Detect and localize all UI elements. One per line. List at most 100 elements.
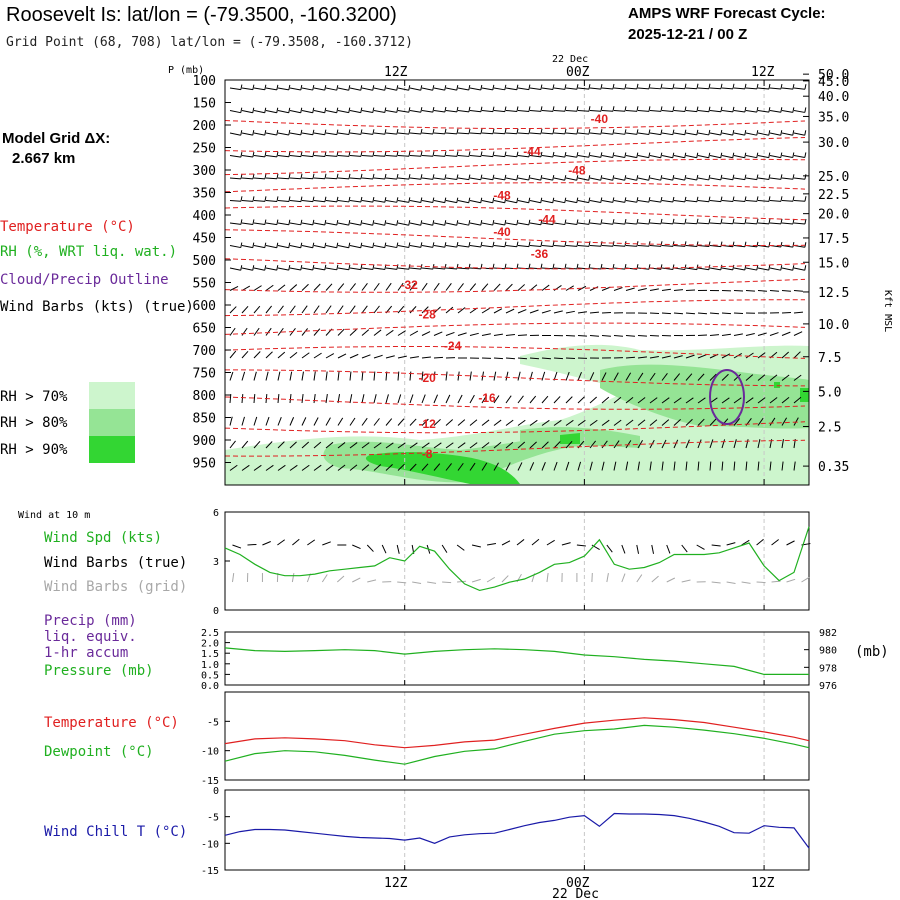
wind-barb-flag — [528, 197, 531, 203]
wind-barb — [517, 284, 525, 291]
wind-barb — [637, 200, 649, 203]
wind-barb — [769, 374, 778, 381]
wind-barb — [241, 267, 253, 271]
wind-barb-flag — [564, 152, 567, 158]
wind-barb-grid — [336, 575, 345, 583]
wind-barb — [625, 372, 632, 381]
wind-barb-flag — [516, 174, 519, 181]
wind-barb — [505, 87, 517, 91]
wind-barb — [685, 222, 698, 225]
wind-barb — [685, 312, 696, 315]
wind-barb — [517, 245, 529, 248]
wind-barb — [589, 200, 601, 203]
wind-barb — [361, 87, 373, 91]
legend-precip-accum: 1-hr accum — [44, 645, 128, 661]
wind-barb-grid — [636, 574, 643, 583]
wind-barb — [445, 177, 457, 181]
wind-barb-flag — [288, 173, 291, 179]
wind-barb — [409, 200, 421, 203]
wind-barb-flag — [312, 173, 315, 179]
wind-barb — [589, 372, 595, 381]
wind-barb-flag — [612, 129, 615, 135]
wind-barb — [397, 155, 410, 157]
wind-barb — [289, 284, 298, 291]
wind-barb-flag — [480, 151, 483, 157]
wind-barb — [781, 331, 791, 336]
wind-barb — [541, 222, 553, 226]
wind-barb-flag — [804, 242, 807, 248]
wind-barb — [313, 394, 316, 404]
wind-barb — [397, 394, 402, 404]
wind-barb — [481, 419, 490, 426]
wind-barb-true — [277, 539, 285, 546]
wind-barb — [337, 267, 349, 271]
wind-barb — [409, 442, 418, 449]
wind-barb-flag — [408, 220, 411, 226]
wind-barb — [457, 307, 466, 314]
wind-barb — [661, 155, 673, 159]
wind-barb-flag — [288, 265, 291, 271]
wind-barb-flag — [396, 85, 399, 91]
wind-barb — [325, 267, 337, 271]
wind-barb — [241, 245, 253, 249]
wind-barb — [337, 222, 349, 226]
wind-barb-flag — [744, 106, 747, 113]
wind-barb-flag — [444, 106, 447, 113]
wind-barb — [793, 374, 802, 381]
wind-barb-grid — [726, 581, 736, 585]
wind-barb — [229, 416, 233, 426]
temperature-contour-label: -36 — [531, 247, 549, 261]
wind-barb-flag — [348, 173, 351, 179]
wind-barb — [553, 357, 564, 360]
wind-barb — [685, 461, 688, 471]
wind-barb-flag — [384, 220, 387, 226]
wind-barb — [337, 305, 344, 314]
wind-barb — [409, 267, 421, 270]
precip-pressure-panel: Precip (mm) liq. equiv. 1-hr accum Press… — [44, 613, 889, 692]
wind-barb — [673, 155, 685, 159]
wind-barb-flag — [444, 220, 447, 226]
wind-barb — [373, 394, 377, 404]
wind-barb — [637, 397, 646, 404]
wind-barb — [709, 334, 720, 336]
y-tick-label: 2.5 — [201, 628, 219, 639]
wind-barb — [577, 285, 587, 291]
wind-barb-flag — [576, 263, 579, 269]
rh-region — [774, 382, 780, 388]
pressure-line — [224, 647, 809, 676]
wind-barb — [277, 351, 286, 359]
wind-barb-flag — [528, 219, 531, 225]
wind-barb — [445, 394, 451, 404]
wind-barb — [637, 287, 647, 291]
wind-barb — [733, 87, 746, 90]
wind-barb — [337, 464, 346, 471]
wind-barb — [433, 394, 439, 404]
wind-barb — [433, 442, 442, 449]
wind-barb — [661, 373, 668, 381]
wind-barb-flag — [492, 84, 495, 90]
wind-barb-flag — [516, 128, 519, 134]
wind-barb — [745, 155, 757, 159]
wind-barb — [241, 177, 254, 180]
wind-barb-flag — [480, 241, 483, 248]
wind-barb — [253, 305, 261, 314]
wind-barb — [589, 177, 601, 181]
wind-barb-flag — [696, 106, 699, 112]
wind-barb — [385, 87, 397, 91]
wind-barb — [433, 110, 445, 113]
y-tick-label: -10 — [201, 839, 219, 850]
wind-barb — [517, 222, 529, 226]
wind-barb — [373, 267, 385, 270]
wind-barb — [361, 222, 373, 226]
wind-barb-true — [531, 538, 540, 546]
wind-barb — [409, 371, 412, 381]
wind-barb — [577, 245, 590, 247]
wind-barb — [373, 177, 385, 180]
wind-barb — [757, 87, 770, 90]
wind-barb-flag — [768, 83, 771, 90]
wind-barb-flag — [324, 196, 327, 202]
wind-barb — [553, 177, 565, 181]
wind-barb — [325, 464, 334, 471]
wind-barb-flag — [804, 152, 807, 158]
wind-barb-flag — [732, 129, 735, 136]
